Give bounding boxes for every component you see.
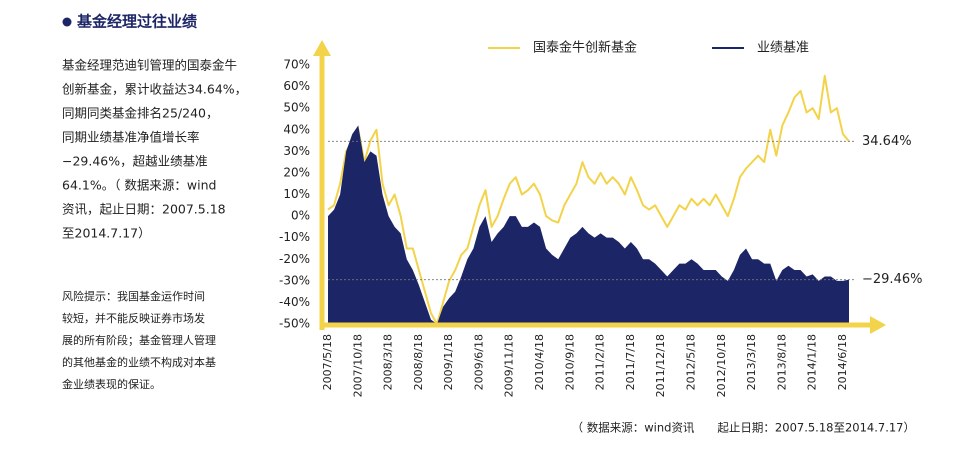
risk-line: 的其他基金的业绩不构成对本基 — [62, 355, 216, 369]
y-tick-label: 10% — [283, 187, 310, 201]
y-tick-label: -30% — [279, 273, 310, 287]
y-tick-label: 0% — [291, 209, 310, 223]
x-tick-label: 2007/10/18 — [351, 334, 364, 397]
y-tick-label: 50% — [283, 101, 310, 115]
y-tick-label: -40% — [279, 295, 310, 309]
fund-line — [327, 74, 850, 325]
y-tick-label: 30% — [283, 144, 310, 158]
summary-line: 资讯，起止日期：2007.5.18 — [62, 202, 226, 217]
y-tick-label: 70% — [283, 58, 310, 72]
x-tick-label: 2008/8/18 — [412, 334, 425, 390]
x-tick-label: 2014/1/18 — [806, 334, 819, 390]
axes — [313, 40, 886, 334]
summary-line: 同期同类基金排名25/240， — [62, 106, 218, 121]
reference-label: −29.46% — [862, 272, 922, 287]
x-axis-arrow — [870, 316, 886, 334]
risk-line: 风险提示：我国基金运作时间 — [62, 289, 205, 303]
summary-line: 至2014.7.17） — [62, 226, 151, 241]
x-tick-label: 2013/3/18 — [745, 334, 758, 390]
risk-line: 展的所有阶段；基金管理人管理 — [62, 333, 216, 347]
x-tick-label: 2012/10/18 — [715, 334, 728, 397]
risk-line: 金业绩表现的保证。 — [62, 377, 161, 391]
y-tick-label: 60% — [283, 79, 310, 93]
summary-line: 创新基金，累计收益达34.64%， — [62, 82, 247, 97]
x-tick-label: 2009/6/18 — [472, 334, 485, 390]
x-tick-label: 2009/11/18 — [503, 334, 516, 397]
benchmark-area — [328, 125, 849, 324]
reference-label: 34.64% — [862, 134, 912, 149]
y-tick-label: -20% — [279, 252, 310, 266]
risk-line: 较短，并不能反映证券市场发 — [62, 311, 205, 325]
y-tick-label: 20% — [283, 165, 310, 179]
x-tick-label: 2008/3/18 — [382, 334, 395, 390]
y-tick-label: -10% — [279, 230, 310, 244]
bullet — [62, 17, 72, 27]
x-tick-label: 2013/8/18 — [775, 334, 788, 390]
y-tick-label: -50% — [279, 317, 310, 331]
y-tick-label: 40% — [283, 122, 310, 136]
x-tick-label: 2011/7/18 — [624, 334, 637, 390]
x-tick-label: 2011/2/18 — [594, 334, 607, 390]
footnote: （ 数据来源：wind资讯 起止日期：2007.5.18至2014.7.17） — [572, 421, 915, 435]
x-tick-label: 2007/5/18 — [321, 334, 334, 390]
x-tick-label: 2009/1/18 — [442, 334, 455, 390]
legend-label: 业绩基准 — [757, 41, 809, 56]
panel-title: 基金经理过往业绩 — [76, 13, 197, 31]
summary-line: −29.46%，超越业绩基准 — [62, 154, 208, 169]
x-tick-label: 2012/5/18 — [684, 334, 697, 390]
legend-label: 国泰金牛创新基金 — [533, 40, 637, 56]
x-tick-label: 2010/4/18 — [533, 334, 546, 390]
summary-line: 同期业绩基准净值增长率 — [62, 130, 200, 145]
x-tick-label: 2010/9/18 — [563, 334, 576, 390]
x-tick-label: 2011/12/18 — [654, 334, 667, 397]
summary-line: 64.1%。（ 数据来源：wind — [62, 178, 217, 193]
y-axis-arrow — [313, 40, 331, 56]
x-tick-label: 2014/6/18 — [836, 334, 849, 390]
summary-line: 基金经理范迪钊管理的国泰金牛 — [62, 58, 237, 73]
